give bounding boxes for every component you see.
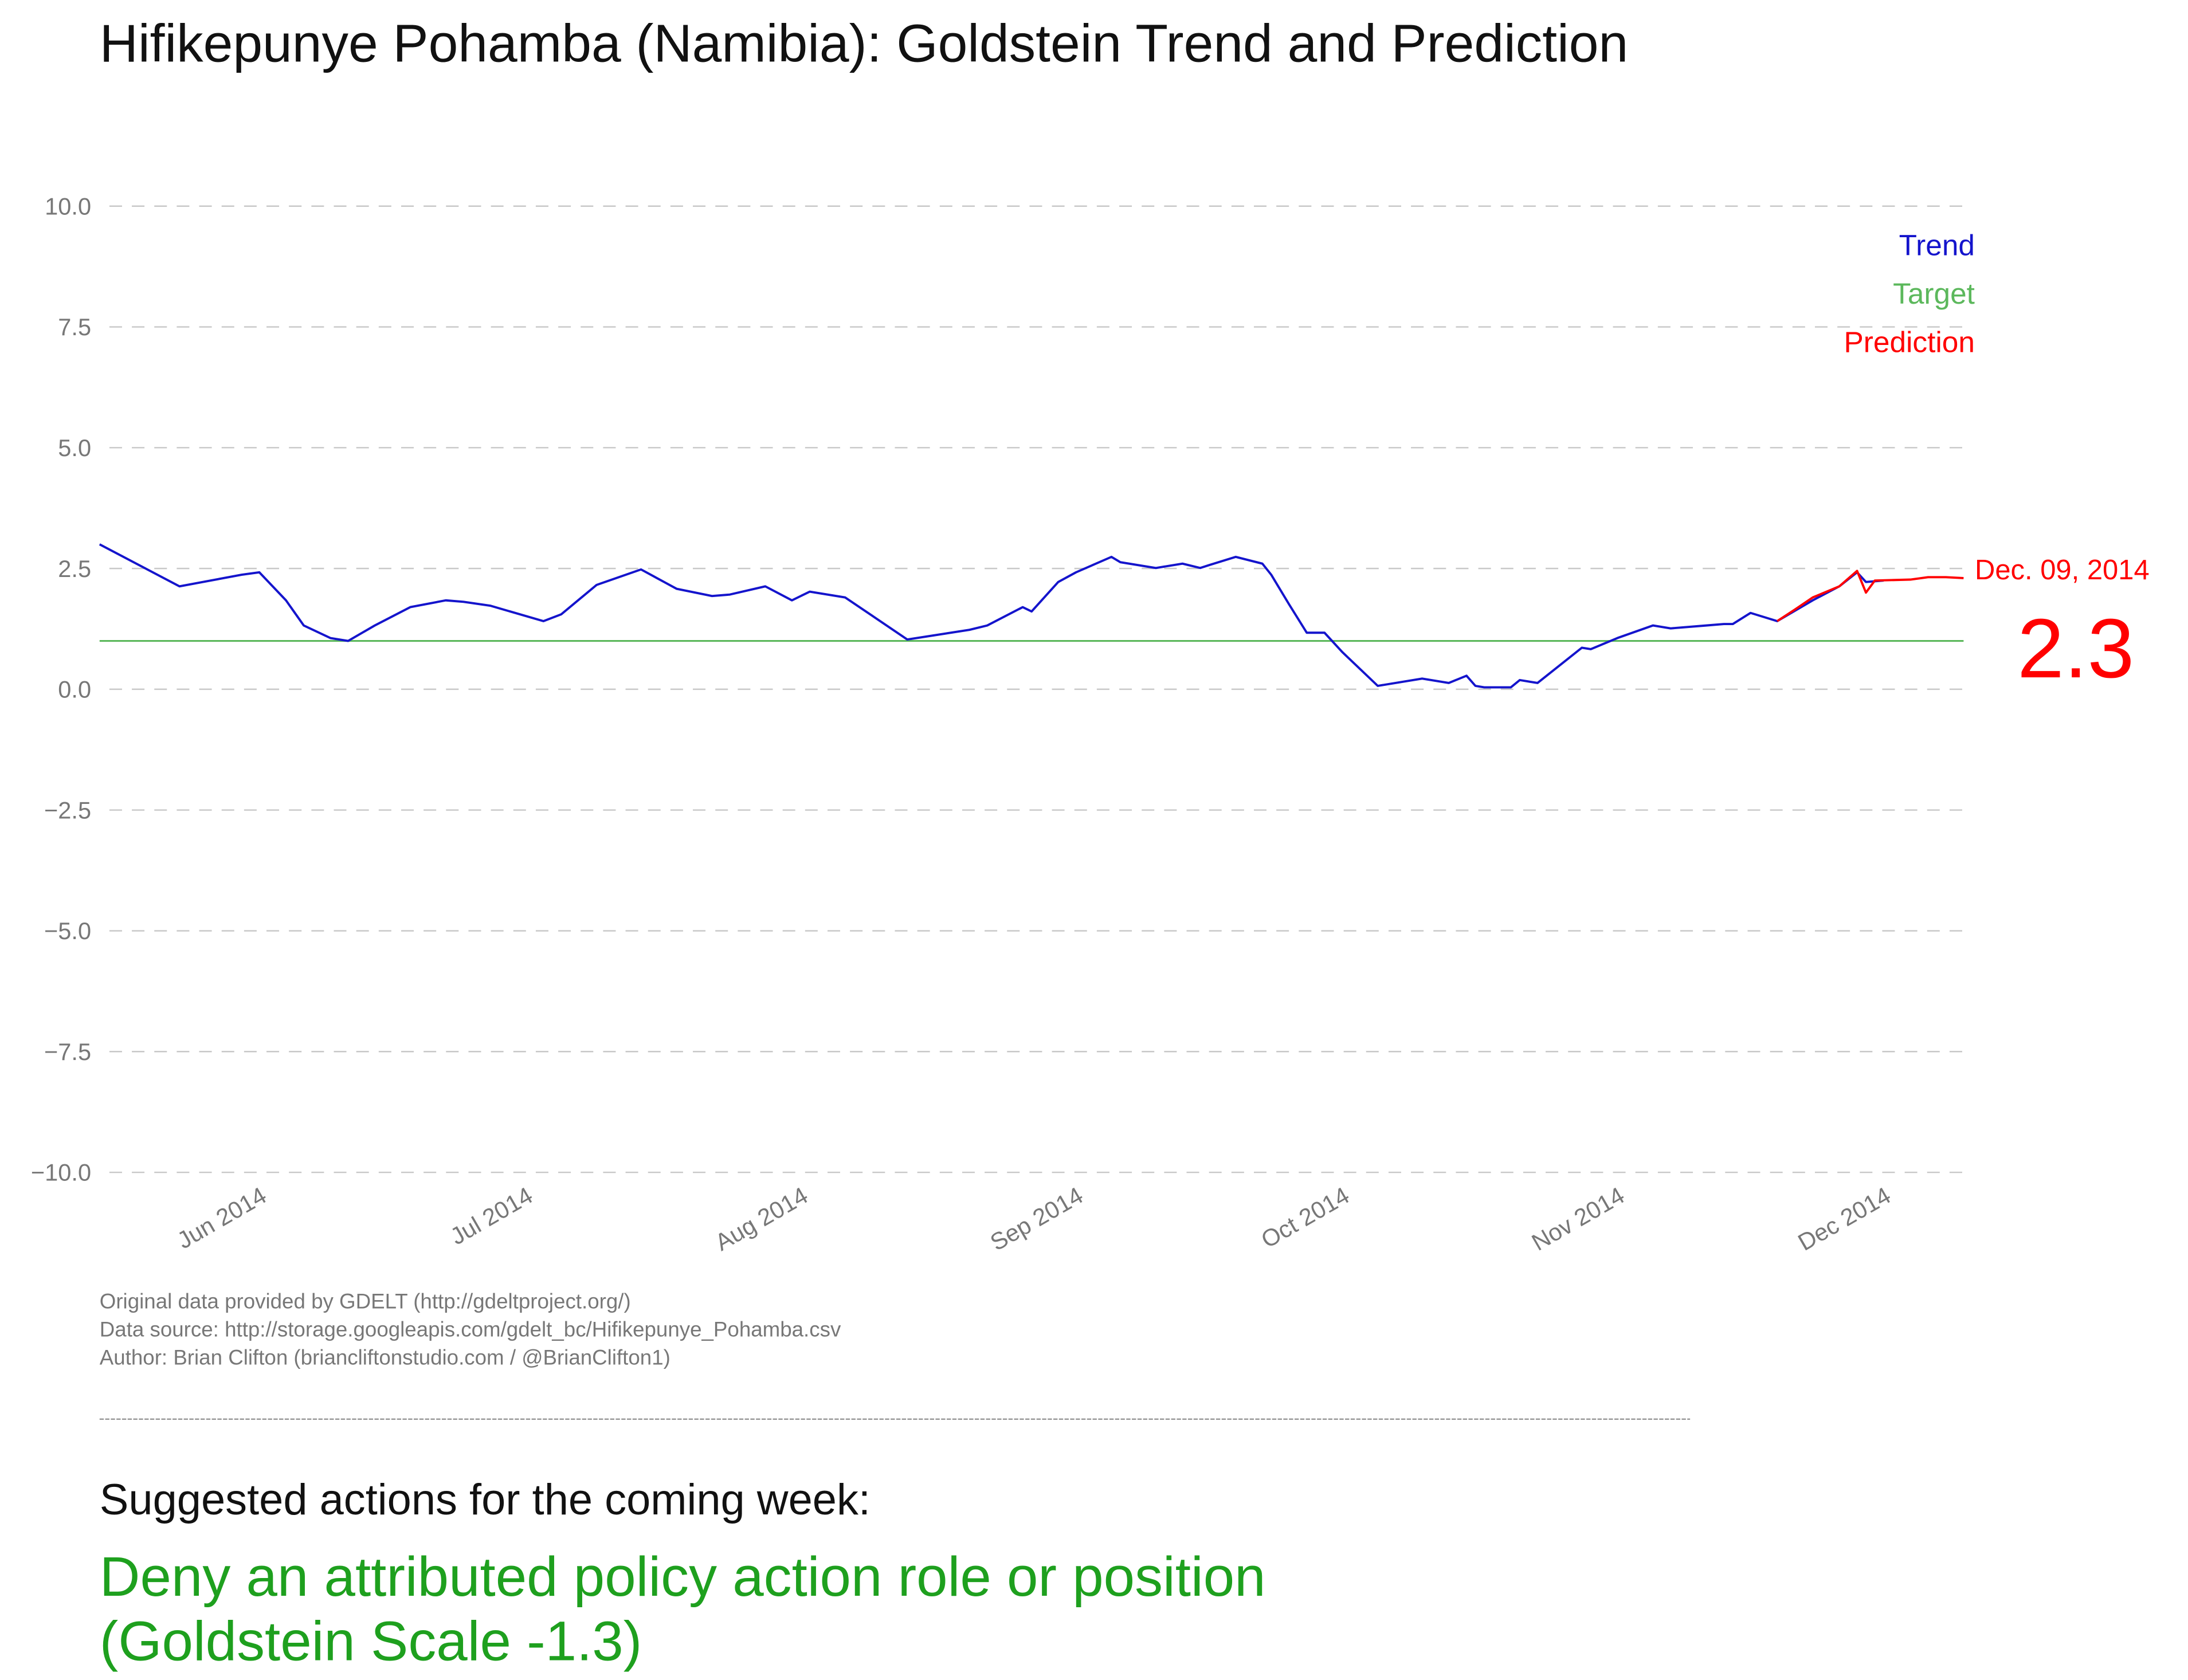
annotation-date: Dec. 09, 2014	[1975, 555, 2150, 586]
legend-label: Trend	[1899, 228, 1975, 261]
footnote: Data source: http://storage.googleapis.c…	[100, 1317, 841, 1341]
y-tick-label: 0.0	[58, 676, 91, 703]
footnote: Original data provided by GDELT (http://…	[100, 1289, 631, 1313]
y-tick-label: −7.5	[44, 1038, 91, 1065]
footnote: Author: Brian Clifton (briancliftonstudi…	[100, 1345, 670, 1369]
suggestion-heading: Suggested actions for the coming week:	[100, 1475, 871, 1524]
series-line	[1777, 570, 1964, 622]
chart-title: Hifikepunye Pohamba (Namibia): Goldstein…	[100, 14, 1628, 73]
x-tick-label: Jul 2014	[446, 1182, 538, 1250]
y-tick-label: 5.0	[58, 434, 91, 461]
y-tick-label: −10.0	[31, 1159, 91, 1186]
legend-label: Target	[1893, 277, 1975, 310]
x-tick-label: Oct 2014	[1256, 1182, 1354, 1253]
y-tick-label: 7.5	[58, 313, 91, 340]
x-tick-label: Aug 2014	[711, 1182, 813, 1256]
legend-label: Prediction	[1844, 325, 1975, 358]
x-tick-label: Dec 2014	[1793, 1182, 1895, 1256]
x-tick-label: Sep 2014	[986, 1182, 1088, 1256]
y-tick-label: −5.0	[44, 917, 91, 944]
suggestion-line: (Goldstein Scale -1.3)	[100, 1610, 642, 1673]
x-tick-label: Jun 2014	[172, 1182, 271, 1254]
x-tick-label: Nov 2014	[1527, 1182, 1629, 1256]
y-tick-label: 10.0	[45, 193, 91, 219]
series-line	[99, 543, 1884, 689]
y-tick-label: −2.5	[44, 796, 91, 823]
y-tick-label: 2.5	[58, 555, 91, 582]
annotation-value: 2.3	[2017, 602, 2134, 696]
suggestion-line: Deny an attributed policy action role or…	[100, 1545, 1266, 1608]
